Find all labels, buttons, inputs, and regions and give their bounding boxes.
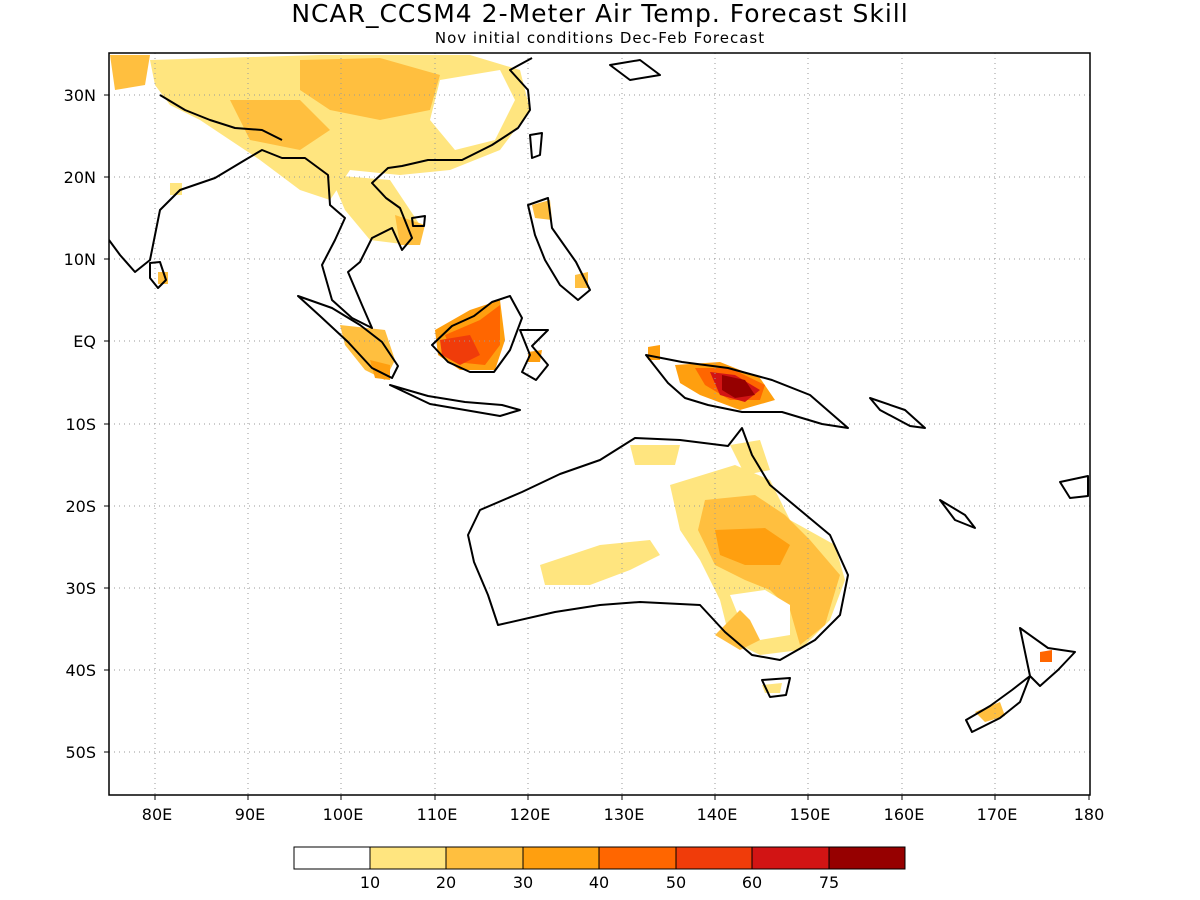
colorbar-box — [598, 846, 677, 870]
lat-label: 10S — [65, 415, 96, 434]
lon-label: 80E — [142, 805, 172, 824]
skill-region-tibet — [230, 100, 330, 150]
lon-label: 140E — [697, 805, 738, 824]
coast-sulawesi — [519, 329, 549, 381]
coast-sumatra — [297, 295, 399, 379]
lat-label: 40S — [65, 661, 96, 680]
colorbar-label: 50 — [666, 873, 686, 892]
grid-lines — [109, 53, 1090, 795]
colorbar-box — [751, 846, 830, 870]
lat-label: 20S — [65, 497, 96, 516]
lon-label: 180 — [1074, 805, 1105, 824]
colorbar-label: 10 — [360, 873, 380, 892]
chart-title: NCAR_CCSM4 2-Meter Air Temp. Forecast Sk… — [291, 0, 909, 28]
coast-philippines — [527, 197, 591, 301]
colorbar-box — [828, 846, 906, 870]
coastlines — [109, 57, 1089, 733]
skill-region-china-mid — [300, 58, 440, 120]
lat-label: 50S — [65, 743, 96, 762]
coast-japan — [609, 59, 661, 81]
lon-label: 130E — [604, 805, 645, 824]
skill-region-new-guinea-max — [722, 375, 755, 398]
lon-tick-labels: 80E 90E 100E 110E 120E 130E 140E 150E 16… — [142, 805, 1105, 824]
colorbar-box — [369, 846, 447, 870]
colorbar-label: 75 — [819, 873, 839, 892]
lon-label: 160E — [884, 805, 925, 824]
colorbar-label: 40 — [589, 873, 609, 892]
lon-label: 150E — [790, 805, 831, 824]
coast-new-guinea — [645, 354, 849, 429]
colorbar-box — [293, 846, 371, 870]
coast-java — [389, 384, 521, 417]
colorbar: 10 20 30 40 50 60 75 — [293, 846, 906, 892]
coast-solomon — [869, 397, 926, 429]
coast-sri-lanka — [149, 261, 167, 289]
coast-hainan — [411, 215, 426, 227]
coast-borneo — [431, 295, 523, 373]
coast-tasmania — [761, 677, 791, 698]
coast-asia-mainland — [109, 57, 533, 329]
lat-label: 20N — [64, 168, 96, 187]
coast-himalaya — [159, 94, 283, 141]
lat-tick-labels: 30N 20N 10N EQ 10S 20S 30S 40S 50S — [64, 86, 96, 762]
lon-label: 100E — [323, 805, 364, 824]
chart-subtitle: Nov initial conditions Dec-Feb Forecast — [434, 29, 766, 47]
skill-region-nw — [110, 55, 150, 90]
tick-marks — [104, 94, 1090, 800]
skill-region-new-zealand — [975, 702, 1005, 722]
colorbar-box — [445, 846, 524, 870]
coast-fiji — [1059, 475, 1089, 499]
colorbar-label: 60 — [742, 873, 762, 892]
lon-label: 120E — [510, 805, 551, 824]
lon-label: 170E — [977, 805, 1018, 824]
lon-label: 110E — [417, 805, 458, 824]
lon-label: 90E — [235, 805, 265, 824]
colorbar-label: 30 — [513, 873, 533, 892]
coast-new-zealand-south — [965, 675, 1031, 733]
coast-taiwan — [529, 132, 543, 159]
colorbar-box — [522, 846, 600, 870]
lat-label: 30N — [64, 86, 96, 105]
skill-shading — [110, 55, 1052, 722]
lat-label: 10N — [64, 250, 96, 269]
coast-new-caledonia — [939, 499, 976, 529]
skill-region-west-australia — [540, 540, 660, 585]
lat-label: EQ — [73, 332, 96, 351]
colorbar-label: 20 — [436, 873, 456, 892]
coast-australia — [467, 427, 849, 661]
lat-label: 30S — [65, 579, 96, 598]
colorbar-box — [675, 846, 753, 870]
